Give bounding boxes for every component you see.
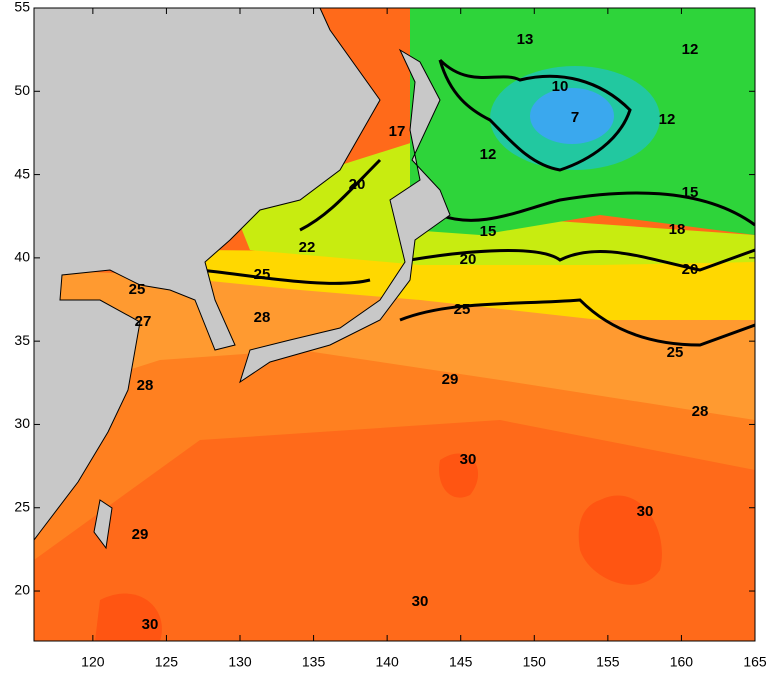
- y-tick-label: 40: [14, 249, 30, 265]
- contour-label: 12: [659, 111, 676, 128]
- x-tick-label: 150: [523, 654, 547, 670]
- x-tick-label: 155: [596, 654, 620, 670]
- y-tick-label: 55: [14, 0, 30, 15]
- contour-label: 29: [442, 371, 459, 388]
- sst-28: [34, 340, 755, 560]
- contour-label: 25: [254, 266, 271, 283]
- isotherm: [199, 58, 755, 347]
- frame: [33, 7, 756, 642]
- contour-label: 30: [460, 451, 477, 468]
- land-japan: [239, 48, 451, 384]
- contour-label: 18: [669, 221, 686, 238]
- sst-20: [200, 250, 755, 320]
- y-tick-label: 35: [14, 332, 30, 348]
- land-taiwan: [93, 499, 113, 550]
- land-asia: [34, 8, 381, 541]
- sst-30: [439, 453, 479, 498]
- contour-label: 25: [667, 344, 684, 361]
- contour-label: 30: [637, 503, 654, 520]
- contour-label: 15: [682, 184, 699, 201]
- contour-label: 28: [254, 309, 271, 326]
- contour-label: 30: [142, 616, 159, 633]
- contour-label: 27: [135, 313, 152, 330]
- x-tick-label: 125: [155, 654, 179, 670]
- contour-label: 20: [460, 251, 477, 268]
- contour-label: 30: [412, 593, 429, 610]
- contour-label: 28: [692, 403, 709, 420]
- contour-label: 28: [137, 377, 154, 394]
- contour-label: 12: [480, 146, 497, 163]
- contour-label: 20: [349, 176, 366, 193]
- contour-label: 7: [571, 109, 579, 126]
- contour-label: 25: [129, 281, 146, 298]
- x-tick-label: 130: [228, 654, 252, 670]
- x-tick-label: 140: [375, 654, 399, 670]
- sst-30: [578, 495, 662, 585]
- x-tick-label: 135: [302, 654, 326, 670]
- sst-17: [230, 140, 755, 265]
- contour-label: 15: [480, 223, 497, 240]
- contour-label: 25: [454, 301, 471, 318]
- x-tick-label: 165: [743, 654, 767, 670]
- y-tick-label: 25: [14, 498, 30, 514]
- sst-30: [95, 593, 162, 641]
- x-tick-label: 120: [81, 654, 105, 670]
- contour-label: 22: [299, 239, 316, 256]
- contour-label: 29: [132, 526, 149, 543]
- contour-label: 20: [682, 261, 699, 278]
- y-tick-label: 20: [14, 582, 30, 598]
- sst-7: [530, 88, 614, 144]
- y-tick-label: 50: [14, 82, 30, 98]
- contour-label: 13: [517, 31, 534, 48]
- contour-label: 12: [682, 41, 699, 58]
- y-tick-label: 30: [14, 415, 30, 431]
- sst-field: [34, 8, 755, 641]
- x-tick-label: 145: [449, 654, 473, 670]
- contour-label: 17: [389, 123, 406, 140]
- y-tick-label: 45: [14, 165, 30, 181]
- contour-label: 10: [552, 78, 569, 95]
- x-tick-label: 160: [670, 654, 694, 670]
